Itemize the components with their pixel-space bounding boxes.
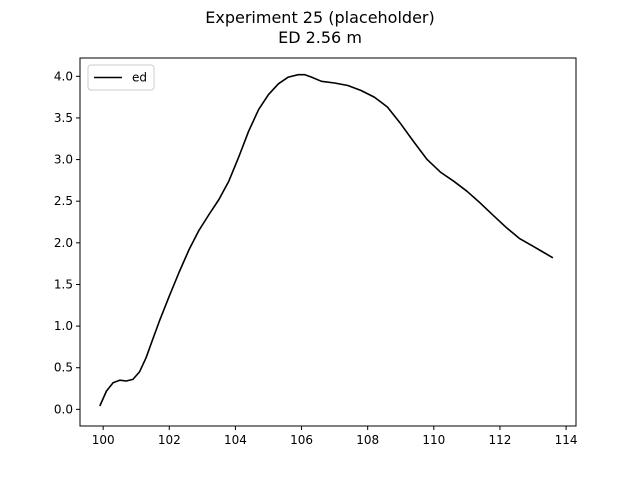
legend-label: ed <box>132 71 147 85</box>
series-line-ed <box>99 73 554 407</box>
y-tick-label: 1.0 <box>54 319 73 333</box>
x-tick-label: 106 <box>290 433 313 447</box>
y-tick-label: 2.0 <box>54 236 73 250</box>
chart-title: Experiment 25 (placeholder) <box>205 8 435 27</box>
x-axis: 100 102 104 106 108 110 112 114 <box>92 426 578 447</box>
legend: ed <box>87 64 155 91</box>
chart-subtitle: ED 2.56 m <box>278 28 362 47</box>
y-tick-label: 3.0 <box>54 153 73 167</box>
x-tick-label: 110 <box>422 433 445 447</box>
x-tick-label: 114 <box>555 433 578 447</box>
x-tick-label: 108 <box>356 433 379 447</box>
y-tick-label: 4.0 <box>54 69 73 83</box>
x-tick-label: 100 <box>92 433 115 447</box>
x-tick-label: 112 <box>488 433 511 447</box>
chart-title-block: Experiment 25 (placeholder) ED 2.56 m <box>0 8 640 48</box>
y-tick-label: 0.5 <box>54 361 73 375</box>
x-tick-label: 102 <box>158 433 181 447</box>
x-tick-label: 104 <box>224 433 247 447</box>
axes-frame <box>79 57 577 427</box>
y-tick-label: 3.5 <box>54 111 73 125</box>
y-tick-label: 0.0 <box>54 402 73 416</box>
series-layer <box>99 73 554 407</box>
plot-frame <box>79 57 577 427</box>
y-tick-label: 2.5 <box>54 194 73 208</box>
y-tick-label: 1.5 <box>54 277 73 291</box>
y-axis: 0.0 0.5 1.0 1.5 2.0 2.5 3.0 3.5 4.0 <box>54 69 80 416</box>
